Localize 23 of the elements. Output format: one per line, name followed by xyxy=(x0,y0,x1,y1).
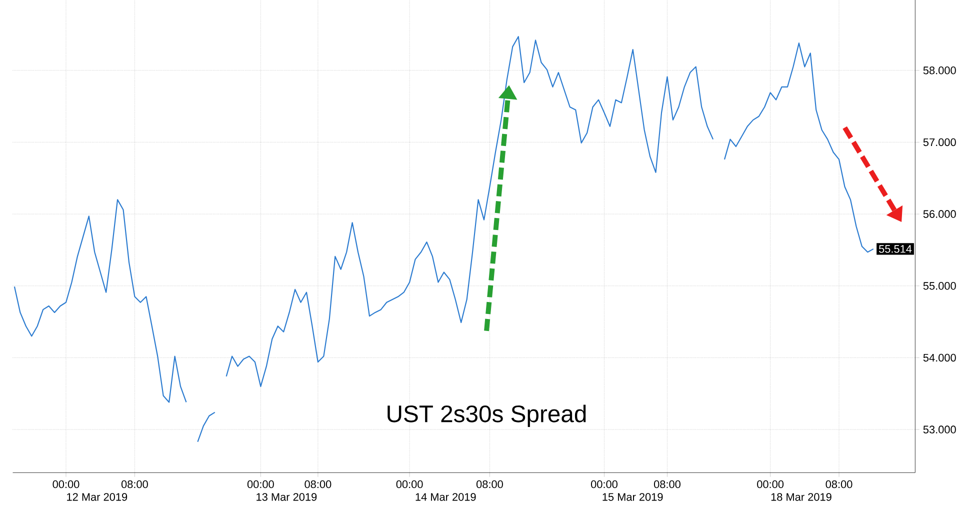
y-tick-label: 54.000 xyxy=(923,354,956,362)
text: 18 Mar 2019 xyxy=(771,493,832,502)
x-tick-label: 08:00 xyxy=(654,480,680,488)
y-tick-label: 55.000 xyxy=(923,282,956,290)
y-tick-label: 57.000 xyxy=(923,138,956,146)
y-tick-label: 53.000 xyxy=(923,426,956,434)
x-tick-label: 08:00 xyxy=(826,480,852,488)
text: 13 Mar 2019 xyxy=(256,493,317,502)
x-tick-label: 00:00 xyxy=(247,480,274,488)
y-tick-label: 56.000 xyxy=(923,210,956,218)
text: 12 Mar 2019 xyxy=(67,493,128,502)
x-tick-label: 08:00 xyxy=(476,480,503,488)
text: 14 Mar 2019 xyxy=(416,493,476,502)
x-tick-label: 00:00 xyxy=(52,480,80,488)
x-tick-label: 08:00 xyxy=(304,480,332,488)
x-tick-label: 08:00 xyxy=(121,480,148,488)
y-tick-label: 58.000 xyxy=(923,66,956,74)
x-tick-label: 00:00 xyxy=(396,480,423,488)
data-label: 55.514 xyxy=(878,245,912,254)
text: 15 Mar 2019 xyxy=(602,493,663,502)
x-tick-label: 00:00 xyxy=(757,480,784,488)
text: UST 2s30s Spread xyxy=(388,405,586,428)
x-tick-label: 00:00 xyxy=(591,480,618,488)
